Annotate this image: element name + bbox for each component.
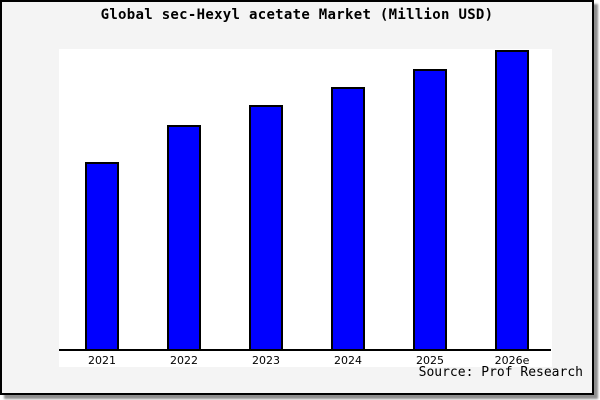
chart-frame: Global sec-Hexyl acetate Market (Million… xyxy=(0,0,594,395)
bar-2023 xyxy=(249,105,283,351)
bar-2025 xyxy=(413,69,447,351)
x-tick-label-2023: 2023 xyxy=(252,354,280,367)
x-tick-label-2022: 2022 xyxy=(170,354,198,367)
x-tick-label-2025: 2025 xyxy=(416,354,444,367)
bar-2024 xyxy=(331,87,365,351)
x-tick-label-2021: 2021 xyxy=(88,354,116,367)
x-tick-label-2024: 2024 xyxy=(334,354,362,367)
chart-title: Global sec-Hexyl acetate Market (Million… xyxy=(100,7,494,23)
bar-2022 xyxy=(167,125,201,351)
x-tick-label-2026e: 2026e xyxy=(494,354,530,367)
x-axis-line xyxy=(59,349,551,351)
plot-area: 2021 2022 2023 2024 2025 2026e xyxy=(59,49,552,367)
bar-2026e xyxy=(495,50,529,351)
bar-2021 xyxy=(85,162,119,351)
source-credit: Source: Prof Research xyxy=(418,365,583,380)
